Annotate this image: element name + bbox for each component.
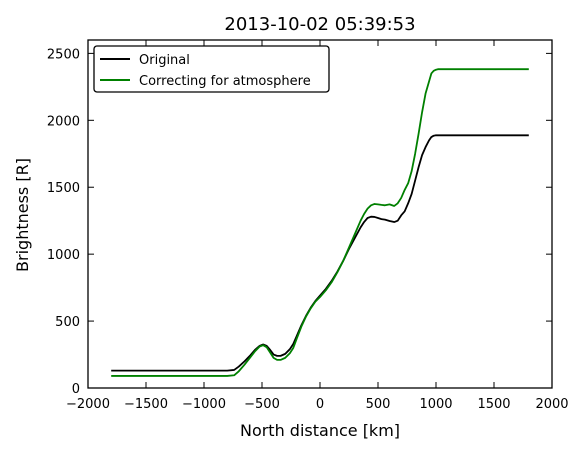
y-tick-label: 2000 — [47, 114, 80, 129]
x-tick-label: 1000 — [419, 397, 452, 412]
chart-title: 2013-10-02 05:39:53 — [224, 14, 415, 35]
x-tick-label: −1000 — [182, 397, 226, 412]
x-tick-label: 1500 — [477, 397, 510, 412]
x-axis-label: North distance [km] — [240, 421, 400, 440]
x-tick-label: −1500 — [124, 397, 168, 412]
x-tick-label: 500 — [366, 397, 391, 412]
y-tick-label: 1500 — [47, 181, 80, 196]
x-tick-label: 0 — [316, 397, 324, 412]
x-tick-label: 2000 — [535, 397, 568, 412]
x-tick-label: −2000 — [66, 397, 110, 412]
y-tick-label: 0 — [72, 382, 80, 397]
y-tick-label: 1000 — [47, 248, 80, 263]
y-axis-label: Brightness [R] — [13, 158, 32, 272]
plot-area: −2000 −1500 −1000 −500 0 500 1000 1500 2000 0 500 1… — [47, 39, 569, 412]
legend-entry-label: Correcting for atmosphere — [139, 74, 311, 89]
legend-entry-label: Original — [139, 53, 190, 68]
series-line-corrected — [111, 68, 529, 377]
y-tick-label: 2500 — [47, 47, 80, 62]
legend-box — [93, 45, 330, 93]
series-line-original — [111, 134, 529, 372]
y-tick-label: 500 — [55, 315, 80, 330]
x-tick-label: −500 — [244, 397, 280, 412]
